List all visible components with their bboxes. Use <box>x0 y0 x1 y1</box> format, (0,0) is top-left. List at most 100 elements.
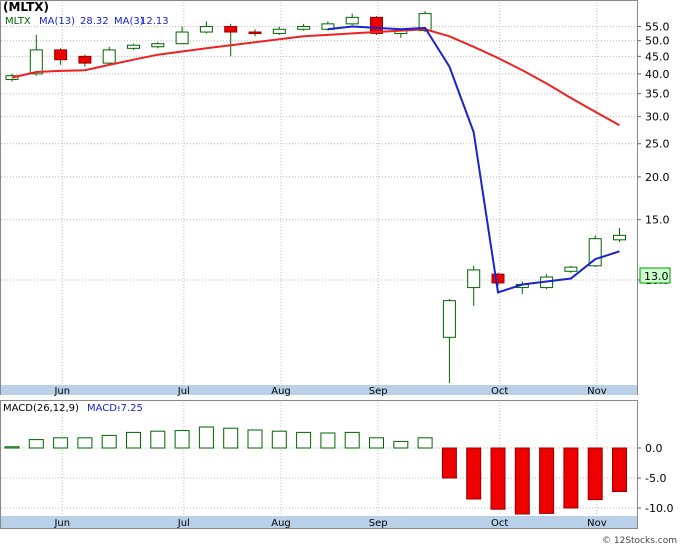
macd-bar-positive <box>344 431 360 449</box>
candle <box>345 13 359 26</box>
candle-body-down <box>370 16 383 34</box>
legend-ma3-key: MA(3) <box>114 16 144 27</box>
candle-body-up <box>102 49 116 64</box>
legend-ma13-key: MA(13) <box>39 16 75 27</box>
candle-body-up <box>29 49 43 75</box>
macd-bar-negative <box>563 447 579 509</box>
price-tick-label: 15.0 <box>645 214 670 227</box>
candle <box>613 227 626 243</box>
candle-body-up <box>297 26 311 30</box>
ma13-line <box>11 28 620 127</box>
candle <box>442 298 456 383</box>
ticker-label: MLTX <box>5 16 31 27</box>
candle-body-down <box>78 55 92 64</box>
candle <box>248 29 262 37</box>
candle-body-up <box>199 26 213 33</box>
macd-month-labels: Jun Jul Aug Sep Oct Nov <box>53 518 606 529</box>
macd-y-axis: 0.0 -5.0 -10.0 <box>637 442 673 515</box>
macd-title: MACD(26,12,9) <box>3 403 79 414</box>
candle <box>54 48 68 65</box>
candle-body-up <box>418 13 432 32</box>
macd-month-label: Jul <box>177 518 190 529</box>
macd-bar-negative <box>539 447 555 514</box>
candle <box>370 16 383 35</box>
price-month-label: Sep <box>369 386 388 397</box>
macd-tick-label: 0.0 <box>645 442 663 455</box>
price-tick-label: 40.0 <box>645 68 670 81</box>
candle <box>5 73 19 82</box>
macd-bar-positive <box>126 431 141 449</box>
macd-bar-negative <box>612 447 627 492</box>
macd-bar-negative <box>587 447 603 501</box>
chart-title: (MLTX) <box>3 0 49 14</box>
macd-bar-positive <box>247 429 263 449</box>
macd-value: -7.25 <box>117 403 143 414</box>
candle-body-up <box>272 28 286 34</box>
candle <box>564 265 578 273</box>
macd-label: MACD: <box>87 403 120 414</box>
macd-month-label: Aug <box>271 518 291 529</box>
candle-body-up <box>127 44 140 49</box>
price-tick-label: 35.0 <box>645 88 670 101</box>
macd-bar-positive <box>296 431 312 449</box>
candle-body-up <box>613 234 626 241</box>
macd-bar-positive <box>320 432 336 449</box>
macd-grid <box>1 402 637 516</box>
macd-month-label: Oct <box>491 518 508 529</box>
price-month-label: Aug <box>271 386 291 397</box>
macd-bar-positive <box>4 446 20 449</box>
last-price-tag <box>639 267 671 284</box>
macd-bar-positive <box>150 430 166 449</box>
candle-body-up <box>151 43 165 48</box>
candle-body-up <box>564 266 578 272</box>
macd-bar-positive <box>369 437 384 449</box>
last-price-value: 13.0 <box>644 270 669 283</box>
price-tick-label: 20.0 <box>645 171 670 184</box>
price-month-label: Nov <box>587 386 607 397</box>
candle-body-up <box>467 269 481 289</box>
price-month-labels: Jun Jul Aug Sep Oct Nov <box>53 386 606 397</box>
candle-body-down <box>248 31 262 35</box>
candle-body-up <box>345 16 359 25</box>
macd-bar-positive <box>53 437 69 449</box>
macd-bar-positive <box>101 434 117 449</box>
candle <box>29 34 43 76</box>
candle-body-up <box>175 31 189 45</box>
price-panel <box>0 0 638 395</box>
price-y-axis: 55.050.045.040.035.030.025.020.015.010.0 <box>637 21 670 287</box>
candle <box>127 43 140 50</box>
macd-bar-positive <box>223 427 239 449</box>
macd-date-axis-band <box>1 516 637 528</box>
price-tick-label: 25.0 <box>645 138 670 151</box>
macd-bar-positive <box>77 437 93 449</box>
macd-bars <box>4 426 627 515</box>
macd-bar-negative <box>490 447 506 510</box>
macd-month-label: Jun <box>53 518 70 529</box>
macd-bar-negative <box>514 447 530 515</box>
candle <box>78 54 92 67</box>
macd-bar-negative <box>441 447 457 479</box>
macd-tick-label: -10.0 <box>645 502 673 515</box>
macd-bar-positive <box>417 437 433 449</box>
macd-tick-label: -5.0 <box>645 472 666 485</box>
candle <box>151 42 165 49</box>
macd-bar-positive <box>393 440 409 449</box>
candle-body-up <box>5 75 19 81</box>
macd-bar-positive <box>198 426 214 449</box>
candle <box>175 26 189 45</box>
candle <box>272 26 286 35</box>
candle-body-down <box>54 49 68 61</box>
copyright-footer: © 12Stocks.com <box>602 536 677 546</box>
candle <box>491 272 505 287</box>
price-tick-label: 30.0 <box>645 111 670 124</box>
price-month-label: Jun <box>53 386 70 397</box>
macd-month-label: Nov <box>587 518 607 529</box>
macd-bar-positive <box>174 430 190 449</box>
candle <box>199 21 213 34</box>
price-month-label: Jul <box>177 386 190 397</box>
macd-month-label: Sep <box>369 518 388 529</box>
candle <box>297 23 311 31</box>
legend-ma3-value: 12.13 <box>140 16 169 27</box>
legend-ma13-value: 28.32 <box>80 16 109 27</box>
